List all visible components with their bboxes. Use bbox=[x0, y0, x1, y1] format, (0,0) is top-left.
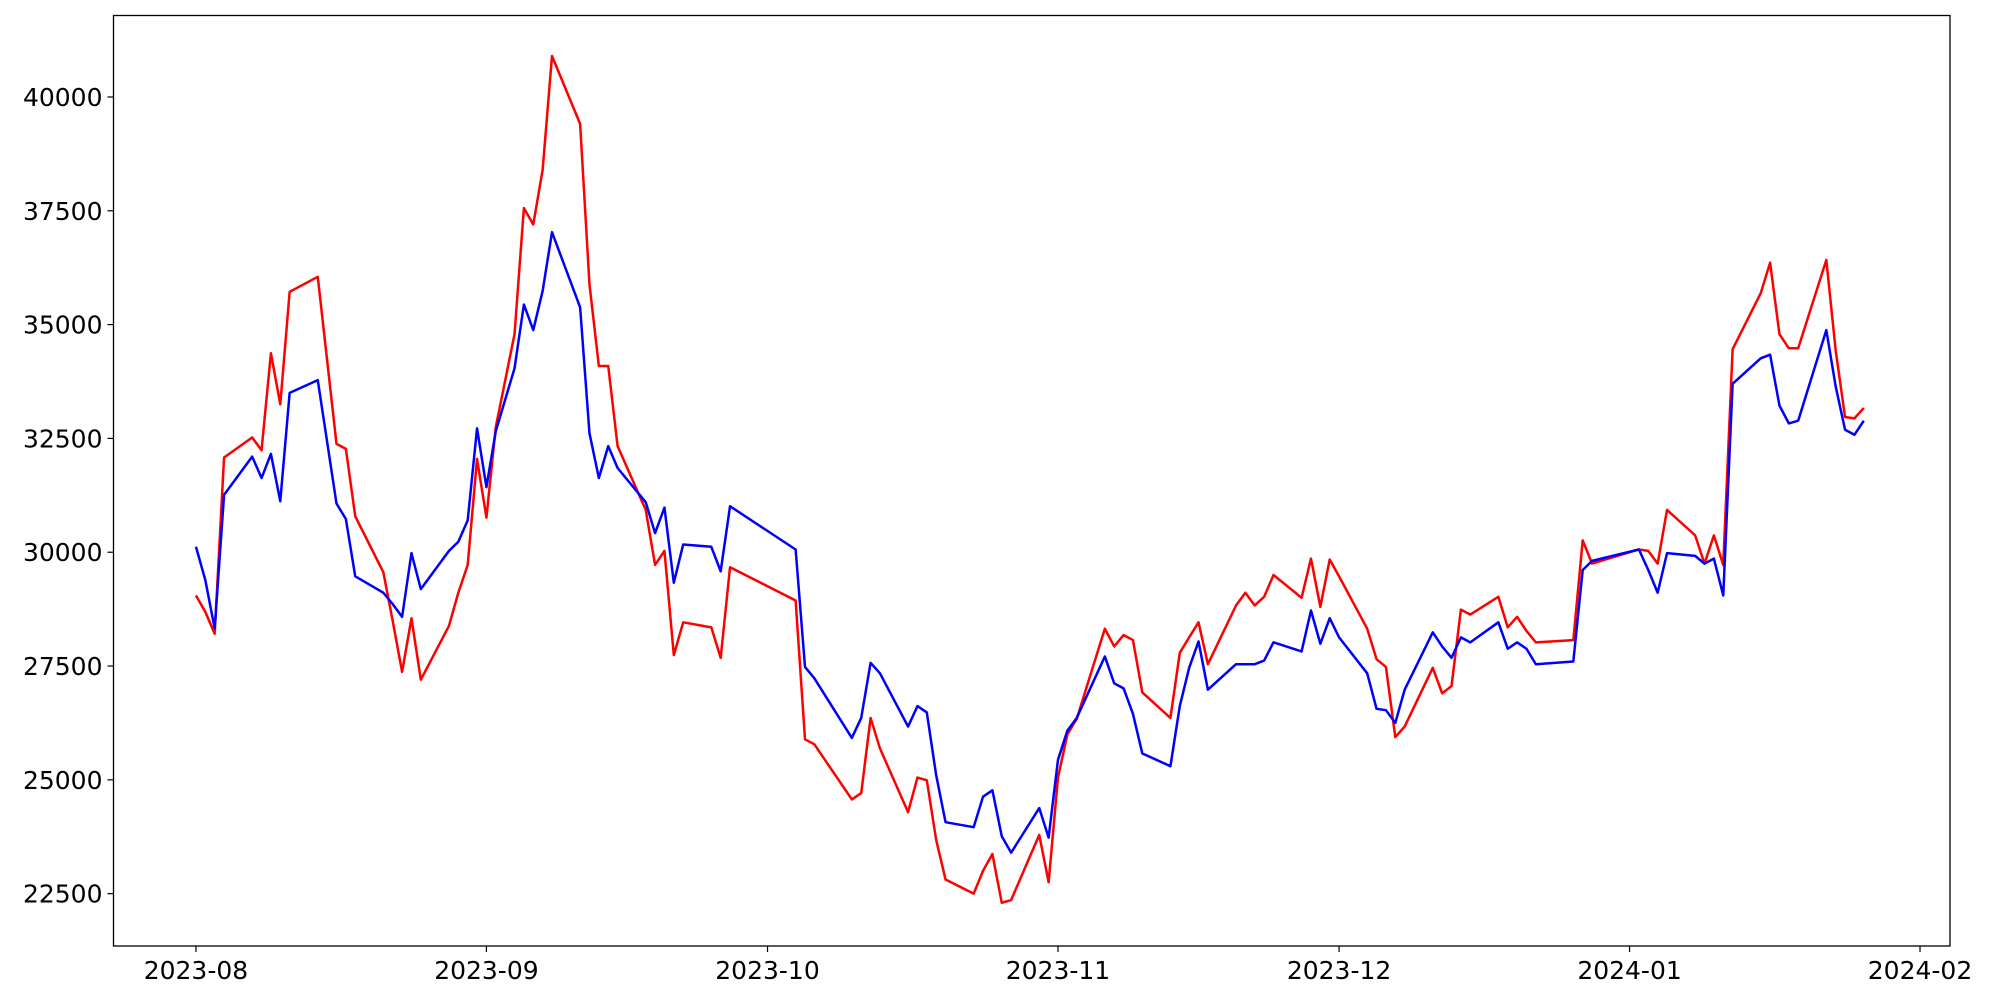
x-tick-label: 2023-09 bbox=[434, 956, 538, 985]
y-tick-label: 35000 bbox=[23, 311, 103, 340]
y-tick-label: 30000 bbox=[23, 538, 103, 567]
axes-frame bbox=[112, 14, 1951, 947]
y-tick-label: 25000 bbox=[23, 766, 103, 795]
x-tick-label: 2023-12 bbox=[1287, 956, 1391, 985]
series-line bbox=[194, 54, 1865, 904]
y-tick-label: 32500 bbox=[23, 424, 103, 453]
x-tick-label: 2024-01 bbox=[1577, 956, 1681, 985]
y-tick-label: 40000 bbox=[23, 83, 103, 112]
y-tick-label: 37500 bbox=[23, 197, 103, 226]
y-tick-label: 27500 bbox=[23, 652, 103, 681]
series-line bbox=[194, 230, 1865, 854]
y-tick-label: 22500 bbox=[23, 880, 103, 909]
x-tick-label: 2024-02 bbox=[1868, 956, 1972, 985]
x-tick-label: 2023-10 bbox=[715, 956, 819, 985]
x-tick-label: 2023-11 bbox=[1006, 956, 1110, 985]
plot-area bbox=[194, 54, 1865, 904]
x-tick-label: 2023-08 bbox=[144, 956, 248, 985]
